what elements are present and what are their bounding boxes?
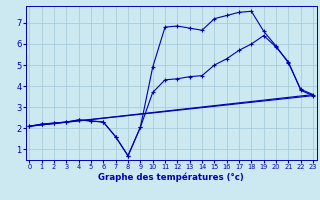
X-axis label: Graphe des températures (°c): Graphe des températures (°c) xyxy=(98,173,244,182)
